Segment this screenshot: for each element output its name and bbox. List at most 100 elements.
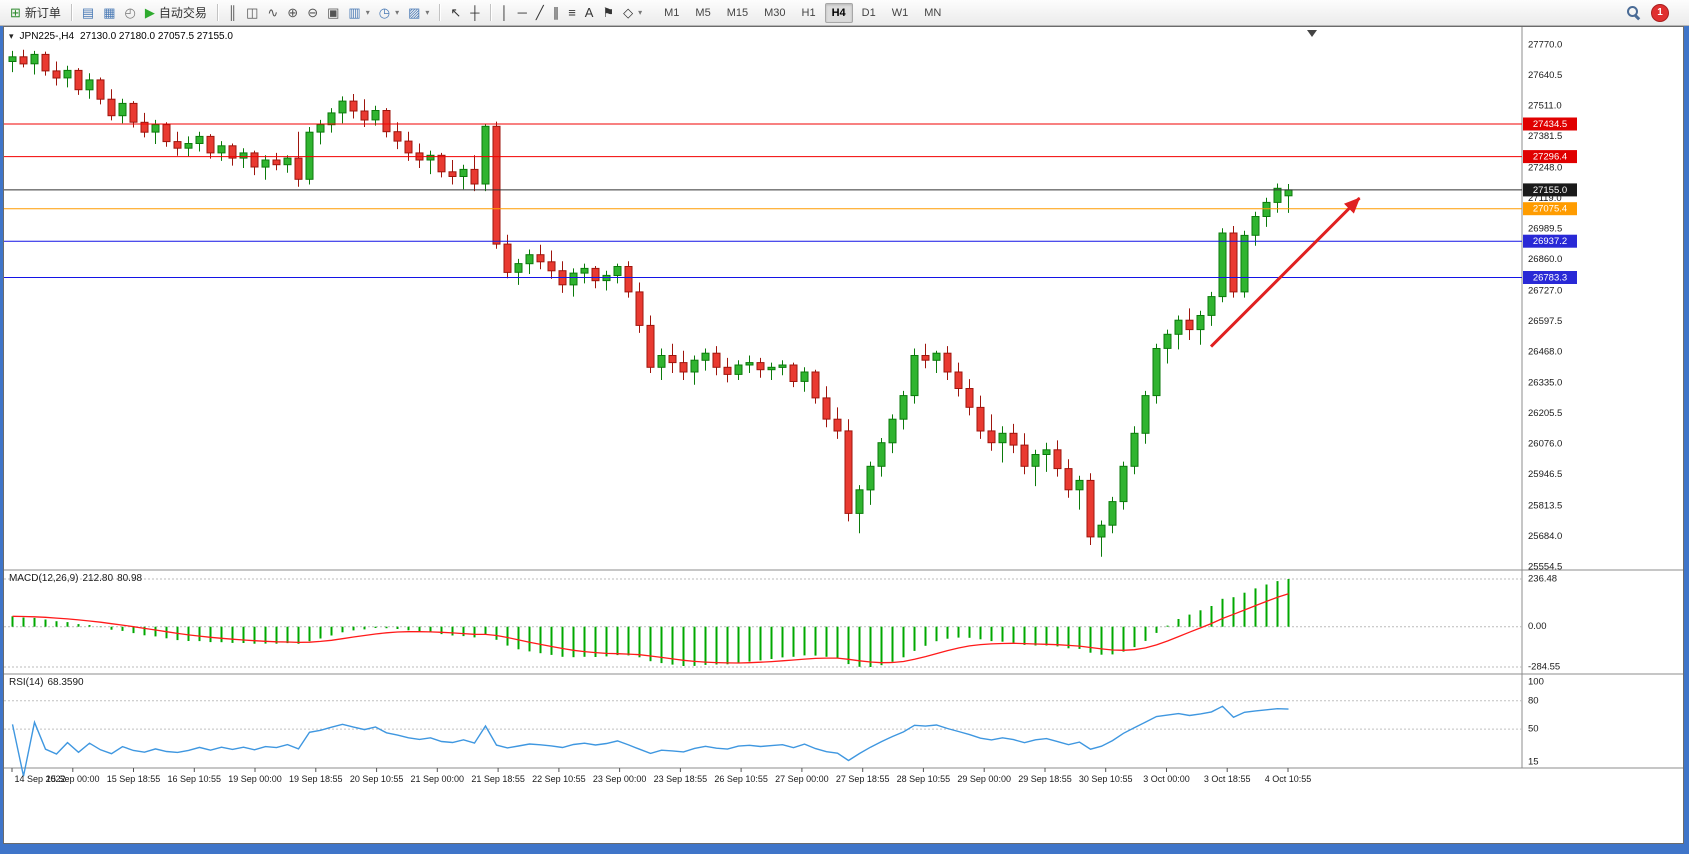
market-depth-icon[interactable]: ▤ [78, 2, 98, 24]
chart-window-icon-glyph: ▦ [103, 5, 116, 20]
cursor-icon[interactable]: ↖ [446, 2, 465, 24]
text-icon-glyph: A [584, 5, 594, 20]
vertical-line-icon-glyph: │ [500, 5, 509, 20]
svg-text:26783.3: 26783.3 [1533, 272, 1567, 283]
zoom-in-icon[interactable]: ⊕ [283, 2, 302, 24]
svg-text:23 Sep 18:55: 23 Sep 18:55 [654, 774, 708, 784]
timeframe-mn[interactable]: MN [924, 6, 942, 19]
period-glyph: ◷ [378, 5, 391, 20]
cursor-icon-glyph: ↖ [450, 5, 462, 20]
horizontal-line-icon[interactable]: ─ [514, 2, 531, 24]
svg-text:19 Sep 18:55: 19 Sep 18:55 [289, 774, 343, 784]
chart-collapse-icon[interactable]: ▾ [9, 31, 14, 41]
chevron-down-icon: ▾ [638, 8, 643, 17]
candlestick-chart-icon[interactable]: ◫ [242, 2, 262, 24]
macd-signal-line [12, 593, 1289, 664]
svg-text:27434.5: 27434.5 [1533, 119, 1567, 130]
zoom-out-icon-glyph: ⊖ [307, 5, 319, 20]
trendline-icon-glyph: ╱ [535, 5, 544, 20]
crosshair-icon-glyph: ┼ [470, 5, 480, 20]
svg-text:28 Sep 10:55: 28 Sep 10:55 [897, 774, 951, 784]
svg-text:30 Sep 10:55: 30 Sep 10:55 [1079, 774, 1133, 784]
rsi-line [11, 705, 1289, 777]
timeframe-h1[interactable]: H1 [801, 6, 816, 19]
template-dropdown[interactable]: ▨ ▾ [404, 2, 433, 24]
trendline-icon[interactable]: ╱ [532, 2, 548, 24]
algo-trading-glyph: ▶ [144, 5, 155, 20]
zoom-out-icon[interactable]: ⊖ [303, 2, 322, 24]
new-order-button[interactable]: ⊞ 新订单 [6, 2, 65, 24]
svg-text:25554.5: 25554.5 [1528, 562, 1562, 573]
svg-text:26989.5: 26989.5 [1528, 223, 1562, 234]
line-chart-icon[interactable]: ∿ [263, 2, 282, 24]
svg-text:20 Sep 10:55: 20 Sep 10:55 [350, 774, 404, 784]
vertical-line-icon[interactable]: │ [497, 2, 513, 24]
algo-trading-button[interactable]: ▶ 自动交易 [141, 2, 211, 24]
svg-text:27640.5: 27640.5 [1528, 70, 1562, 81]
equidistant-channel-icon-glyph: ∥ [552, 5, 560, 20]
svg-text:26335.0: 26335.0 [1528, 378, 1562, 389]
chevron-down-icon: ▾ [395, 8, 400, 17]
horizontal-line-icon-glyph: ─ [517, 5, 527, 20]
svg-text:26597.5: 26597.5 [1528, 316, 1562, 327]
svg-text:25813.5: 25813.5 [1528, 500, 1562, 511]
chart-window-icon[interactable]: ▦ [99, 2, 119, 24]
svg-text:26468.0: 26468.0 [1528, 346, 1562, 357]
text-label-icon[interactable]: ⚑ [598, 2, 618, 24]
svg-text:50: 50 [1528, 724, 1539, 735]
svg-text:22 Sep 10:55: 22 Sep 10:55 [532, 774, 586, 784]
svg-text:19 Sep 00:00: 19 Sep 00:00 [228, 774, 282, 784]
crosshair-icon[interactable]: ┼ [466, 2, 483, 24]
svg-text:236.48: 236.48 [1528, 574, 1557, 585]
svg-text:27 Sep 00:00: 27 Sep 00:00 [775, 774, 829, 784]
timeframe-m5[interactable]: M5 [695, 6, 711, 19]
shapes-dropdown[interactable]: ◇ ▾ [619, 2, 646, 24]
svg-text:27155.0: 27155.0 [1533, 185, 1567, 196]
shapes-glyph: ◇ [623, 5, 634, 20]
toolbar-separator [70, 4, 72, 21]
notification-badge[interactable]: 1 [1651, 3, 1669, 22]
svg-text:27248.0: 27248.0 [1528, 163, 1562, 174]
new-chart-glyph: ▥ [348, 5, 361, 20]
chevron-down-icon: ▾ [425, 8, 430, 17]
tile-windows-icon[interactable]: ▣ [323, 2, 343, 24]
svg-text:25684.0: 25684.0 [1528, 531, 1562, 542]
text-icon[interactable]: A [581, 2, 598, 24]
chart-window: 27770.0 27640.5 27511.0 27381.5 27248.0 27119… [3, 26, 1684, 844]
timeframe-m30[interactable]: M30 [764, 6, 786, 19]
bar-chart-icon-glyph: ║ [227, 5, 238, 20]
rsi-pane: 100 80 50 15 [4, 677, 1544, 777]
fibonacci-icon[interactable]: ≡ [564, 2, 580, 24]
timeframe-w1[interactable]: W1 [891, 6, 909, 19]
strategy-tester-icon-glyph: ◴ [124, 5, 136, 20]
template-glyph: ▨ [408, 5, 421, 20]
timeframe-h4[interactable]: H4 [824, 2, 853, 23]
fibonacci-icon-glyph: ≡ [568, 5, 576, 20]
svg-text:14 Sep 2022: 14 Sep 2022 [14, 774, 65, 784]
svg-text:27296.4: 27296.4 [1533, 152, 1567, 163]
new-chart-dropdown[interactable]: ▥ ▾ [344, 2, 373, 24]
price-axis-labels: 27770.0 27640.5 27511.0 27381.5 27248.0 27119… [1528, 40, 1562, 573]
timeframe-m15[interactable]: M15 [726, 6, 749, 19]
toolbar-items: ⊞ 新订单 ▤ ▦ ◴ ▶ 自动交易 ║ ◫ ∿ ⊕ ⊖ ▣ ▥ ▾ ◷ ▾ ▨ ▾ ↖ ┼ │ ─ ╱ ∥ ≡ A ⚑ ◇ ▾ [6, 2, 646, 24]
candles-layer [8, 49, 1293, 557]
equidistant-channel-icon[interactable]: ∥ [549, 2, 564, 24]
period-dropdown[interactable]: ◷ ▾ [375, 2, 403, 24]
svg-text:4 Oct 10:55: 4 Oct 10:55 [1265, 774, 1312, 784]
search-icon[interactable] [1626, 5, 1641, 20]
bar-chart-icon[interactable]: ║ [224, 2, 241, 24]
svg-text:15 Sep 18:55: 15 Sep 18:55 [107, 774, 161, 784]
svg-text:26727.0: 26727.0 [1528, 285, 1562, 296]
toolbar-separator [216, 4, 218, 21]
text-label-icon-glyph: ⚑ [602, 5, 615, 20]
new-order-button-label: 新订单 [24, 6, 61, 20]
timeframe-m1[interactable]: M1 [664, 6, 680, 19]
timeframe-d1[interactable]: D1 [861, 6, 876, 19]
svg-text:27511.0: 27511.0 [1528, 101, 1562, 112]
macd-pane: 236.48 0.00 -284.55 [4, 574, 1560, 673]
chart-canvas[interactable]: 27770.0 27640.5 27511.0 27381.5 27248.0 27119… [4, 27, 1683, 843]
svg-text:100: 100 [1528, 677, 1544, 688]
strategy-tester-icon[interactable]: ◴ [121, 2, 140, 24]
